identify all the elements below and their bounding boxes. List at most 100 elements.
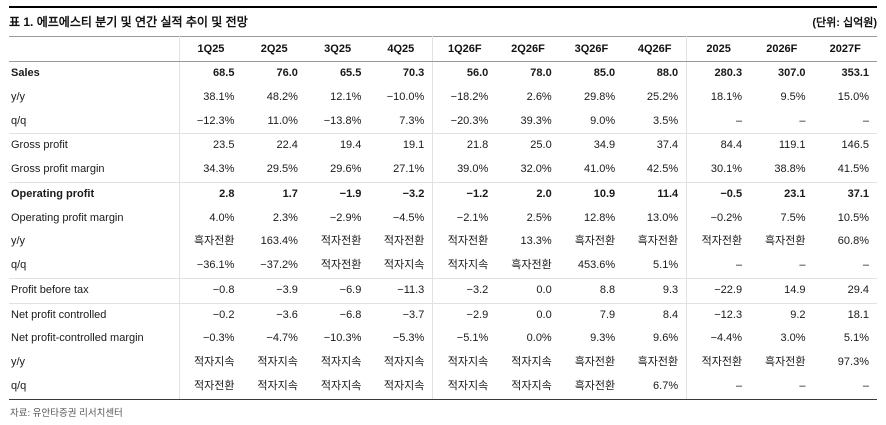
table-cell: 9.6% xyxy=(623,327,688,351)
table-cell: 3.5% xyxy=(623,109,688,135)
table-cell: 453.6% xyxy=(559,254,624,279)
table-cell: 22.4 xyxy=(276,139,298,152)
table-cell: 14.9 xyxy=(750,278,814,304)
row-label: Net profit controlled xyxy=(9,303,180,328)
table-cell: −4.4% xyxy=(710,332,743,345)
table-cell: −12.3% xyxy=(179,109,243,135)
table-cell: 적자지속 xyxy=(369,374,434,400)
table-title: 표 1. 에프에스티 분기 및 연간 실적 추이 및 전망 xyxy=(9,15,248,29)
table-cell: −2.9% xyxy=(329,211,362,224)
corner-cell xyxy=(9,36,180,62)
table-cell: 적자지속 xyxy=(257,356,298,368)
table-cell: 39.0% xyxy=(432,158,497,183)
row-label: q/q xyxy=(9,254,180,279)
table-cell: 29.5% xyxy=(242,158,306,183)
table-cell: 39.3% xyxy=(496,109,560,135)
row-label: Operating profit xyxy=(9,182,180,207)
row-label: Gross profit margin xyxy=(9,158,180,183)
table-cell: −3.6 xyxy=(276,308,298,321)
table-header-row: 1Q25 2Q25 3Q25 4Q25 1Q26F 2Q26F 3Q26F 4Q26F 2025… xyxy=(9,36,877,62)
table-cell: 0.0% xyxy=(526,332,552,345)
table-cell: 353.1 xyxy=(841,67,869,79)
table-cell: 13.3% xyxy=(520,235,552,248)
column-header: 3Q25 xyxy=(305,36,370,62)
table-cell: 56.0 xyxy=(466,67,489,79)
column-header: 4Q26F xyxy=(623,36,688,62)
table-row: Net profit controlled −0.2 −3.6 −6.8 −3.7 −2.… xyxy=(9,303,877,328)
table-cell: 흑자전환 xyxy=(765,235,806,248)
table-cell: 흑자전환 xyxy=(623,351,688,375)
table-cell: 34.3% xyxy=(179,158,243,183)
table-row: q/q −12.3% 11.0% −13.8% 7.3% −20.3% 39.3% 9.0% 3… xyxy=(9,109,877,135)
column-header: 1Q25 xyxy=(179,36,243,62)
source-note: 자료: 유안타증권 리서치센터 xyxy=(10,407,123,419)
column-header: 4Q25 xyxy=(369,36,434,62)
table-cell: 41.5% xyxy=(813,158,877,183)
table-cell: 6.7% xyxy=(623,374,688,400)
table-cell: 0.0 xyxy=(536,308,552,321)
table-cell: – xyxy=(813,374,877,400)
table-cell: 18.1 xyxy=(847,308,869,321)
table-cell: 11.4 xyxy=(623,182,688,207)
table-cell: 25.0 xyxy=(530,139,552,152)
table-cell: 적자전환 xyxy=(701,235,743,248)
title-bar: 표 1. 에프에스티 분기 및 연간 실적 추이 및 전망 (단위: 십억원) xyxy=(9,8,877,36)
table-row: Net profit-controlled margin −0.3% −4.7% −1… xyxy=(9,327,877,351)
table-cell: 2.5% xyxy=(526,211,552,224)
table-cell: – xyxy=(813,254,877,279)
table-cell: −0.3% xyxy=(202,332,235,345)
top-rule xyxy=(9,6,877,8)
row-label: q/q xyxy=(9,109,180,135)
table-cell: −3.2 xyxy=(369,182,434,207)
table-cell: 10.9 xyxy=(593,187,616,200)
table-cell: 적자지속 xyxy=(432,254,497,279)
table-cell: −3.9 xyxy=(242,278,306,304)
table-cell: 29.8% xyxy=(583,90,616,103)
table-cell: 적자지속 xyxy=(369,254,434,279)
table-cell: – xyxy=(686,254,751,279)
table-cell: 84.4 xyxy=(720,139,743,152)
table-cell: −1.2 xyxy=(466,187,489,200)
table-cell: 흑자전환 xyxy=(559,374,624,400)
table-unit-label: (단위: 십억원) xyxy=(812,17,877,29)
table-cell: −10.0% xyxy=(369,85,434,110)
table-cell: 9.3 xyxy=(623,278,688,304)
table-cell: 적자전환 xyxy=(320,235,362,248)
table-cell: 적자지속 xyxy=(193,356,235,368)
table-cell: 흑자전환 xyxy=(574,356,616,368)
table-cell: 4.0% xyxy=(209,211,235,224)
table-cell: −0.2 xyxy=(212,308,235,321)
table-cell: 70.3 xyxy=(369,61,434,86)
table-cell: 적자전환 xyxy=(701,356,743,368)
table-cell: 적자지속 xyxy=(447,356,489,368)
table-cell: 9.0% xyxy=(559,109,624,135)
table-cell: 흑자전환 xyxy=(623,230,688,254)
table-cell: 119.1 xyxy=(778,139,806,152)
table-cell: −3.7 xyxy=(369,303,434,328)
row-label: y/y xyxy=(9,230,180,254)
column-header: 2025 xyxy=(686,36,751,62)
table-cell: 27.1% xyxy=(369,158,434,183)
table-cell: – xyxy=(686,109,751,135)
table-cell: 19.1 xyxy=(369,133,434,158)
table-cell: 흑자전환 xyxy=(574,235,616,248)
table-cell: 2.0 xyxy=(536,187,552,200)
table-cell: 30.1% xyxy=(686,158,751,183)
table-cell: 280.3 xyxy=(714,67,743,79)
table-cell: 37.1 xyxy=(847,187,869,200)
table-cell: 68.5 xyxy=(213,67,235,79)
table-cell: 9.2 xyxy=(790,308,806,321)
table-row: Profit before tax −0.8 −3.9 −6.9 −11.3 −3.2 0.… xyxy=(9,278,877,304)
table-cell: 3.0% xyxy=(780,332,806,345)
table-cell: 23.5 xyxy=(213,139,235,152)
table-cell: −20.3% xyxy=(432,109,497,135)
table-cell: 76.0 xyxy=(276,67,298,79)
table-cell: 29.4 xyxy=(813,278,877,304)
table-cell: −2.1% xyxy=(456,211,489,224)
row-label: y/y xyxy=(9,85,180,110)
table-cell: 25.2% xyxy=(623,85,688,110)
table-cell: – xyxy=(750,374,814,400)
column-header: 2027F xyxy=(813,36,877,62)
table-row: q/q −36.1% −37.2% 적자전환 적자지속 적자지속 흑자전환 453.6% 5.1… xyxy=(9,254,877,279)
